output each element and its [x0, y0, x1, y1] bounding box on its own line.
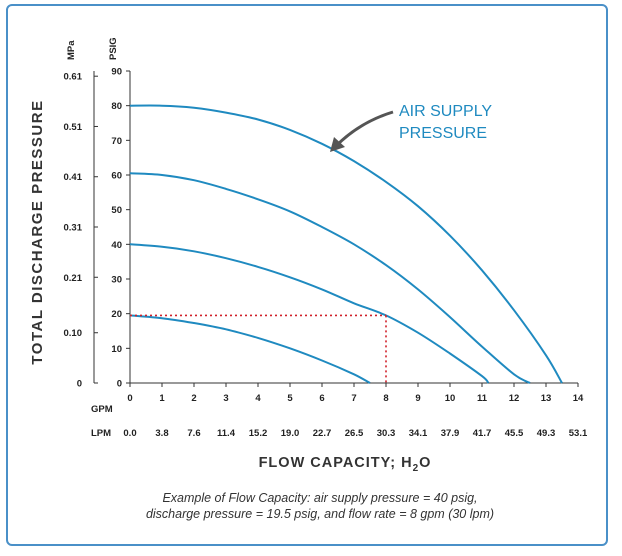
x-tick-label-gpm: 0 [127, 393, 132, 404]
y-unit-psig: PSIG [108, 37, 119, 60]
y-tick-label-psig: 50 [111, 205, 122, 216]
caption-line-1: Example of Flow Capacity: air supply pre… [162, 491, 477, 505]
x-tick-label-lpm: 19.0 [281, 428, 300, 439]
x-tick-label-gpm: 2 [191, 393, 196, 404]
series-line-60-psig [129, 172, 531, 384]
axes-layer [93, 70, 579, 387]
x-tick-label-lpm: 15.2 [249, 428, 268, 439]
x-tick-label-lpm: 22.7 [313, 428, 332, 439]
chart-frame [6, 4, 608, 546]
y-tick-label-psig: 0 [117, 379, 122, 390]
x-tick-label-gpm: 8 [383, 393, 388, 404]
x-tick-label-gpm: 9 [415, 393, 420, 404]
x-tick-label-lpm: 7.6 [187, 428, 200, 439]
x-tick-label-gpm: 6 [319, 393, 324, 404]
x-axis-title: FLOW CAPACITY; H2O [259, 455, 432, 474]
x-unit-lpm: LPM [91, 428, 111, 439]
y-tick-label-mpa: 0.21 [64, 273, 83, 284]
x-tick-label-gpm: 10 [445, 393, 456, 404]
x-tick-label-lpm: 11.4 [217, 428, 236, 439]
x-tick-label-gpm: 13 [541, 393, 552, 404]
y-tick-label-psig: 70 [111, 136, 122, 147]
x-tick-label-lpm: 41.7 [473, 428, 492, 439]
series-layer [129, 104, 563, 384]
x-tick-label-lpm: 26.5 [345, 428, 364, 439]
y-tick-label-mpa: 0.41 [64, 172, 83, 183]
x-tick-label-gpm: 12 [509, 393, 520, 404]
series-line-80-psig [129, 104, 563, 384]
tick-labels-layer: 010203040506070809000.100.210.310.410.51… [64, 67, 588, 440]
annotation-arrow [334, 110, 394, 148]
y-tick-label-psig: 10 [111, 344, 122, 355]
y-tick-label-psig: 90 [111, 67, 122, 78]
y-axis-title: TOTAL DISCHARGE PRESSURE [29, 99, 46, 364]
x-tick-label-lpm: 37.9 [441, 428, 460, 439]
y-tick-label-mpa: 0.61 [64, 72, 83, 83]
x-tick-label-gpm: 4 [255, 393, 261, 404]
annotation-line-1: AIR SUPPLY [399, 103, 492, 120]
series-line-40-psig [129, 243, 490, 384]
caption-line-2: discharge pressure = 19.5 psig, and flow… [146, 507, 494, 521]
annotation-line-2: PRESSURE [399, 125, 487, 142]
x-tick-label-gpm: 1 [159, 393, 165, 404]
y-tick-label-psig: 40 [111, 240, 122, 251]
y-tick-label-psig: 20 [111, 309, 122, 320]
x-unit-gpm: GPM [91, 404, 113, 415]
x-tick-label-gpm: 7 [351, 393, 356, 404]
x-tick-label-lpm: 3.8 [155, 428, 168, 439]
y-tick-label-psig: 60 [111, 171, 122, 182]
y-tick-label-mpa: 0.10 [64, 328, 83, 339]
annotation-arrow-head [330, 137, 345, 152]
y-tick-label-mpa: 0.51 [64, 122, 83, 133]
y-tick-label-psig: 80 [111, 101, 122, 112]
y-tick-label-psig: 30 [111, 275, 122, 286]
y-unit-mpa: MPa [66, 40, 77, 60]
y-tick-label-mpa: 0 [77, 379, 82, 390]
y-tick-label-mpa: 0.31 [64, 223, 83, 234]
x-tick-label-lpm: 34.1 [409, 428, 428, 439]
x-tick-label-lpm: 45.5 [505, 428, 524, 439]
x-tick-label-lpm: 30.3 [377, 428, 396, 439]
x-tick-label-gpm: 11 [477, 393, 488, 404]
x-tick-label-gpm: 5 [287, 393, 293, 404]
x-tick-label-lpm: 49.3 [537, 428, 556, 439]
x-tick-label-gpm: 3 [223, 393, 228, 404]
x-tick-label-gpm: 14 [573, 393, 584, 404]
x-tick-label-lpm: 53.1 [569, 428, 588, 439]
x-tick-label-lpm: 0.0 [123, 428, 136, 439]
series-line-20-psig [129, 314, 371, 384]
